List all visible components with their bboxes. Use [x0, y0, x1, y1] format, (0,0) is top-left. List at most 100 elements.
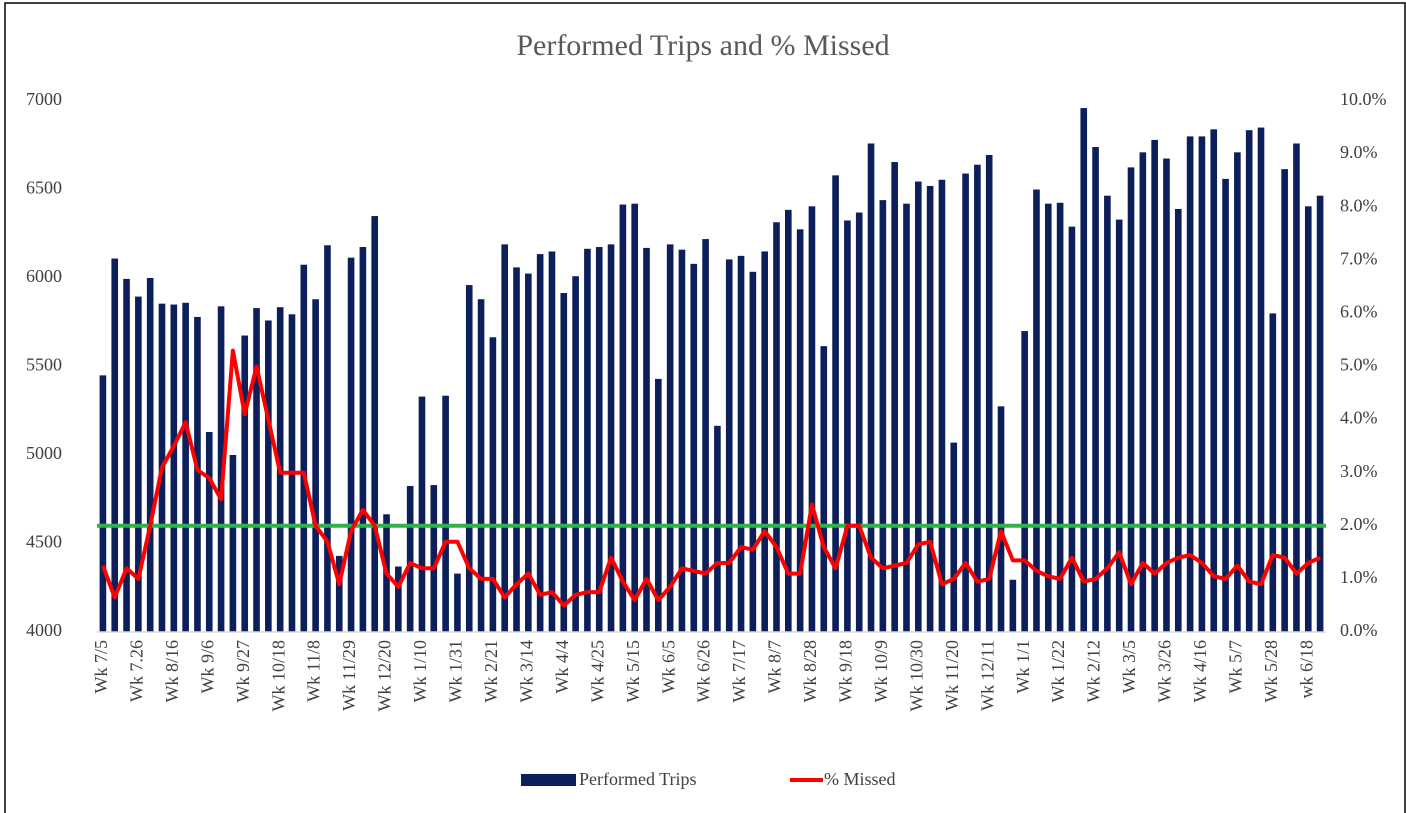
bar: [1245, 130, 1253, 632]
x-tick-label: Wk 10/30: [906, 640, 926, 712]
x-tick-label: Wk 1/10: [410, 640, 430, 703]
x-tick-label: Wk 6/26: [694, 640, 714, 703]
y2-tick-label: 5.0%: [1340, 355, 1378, 375]
line: [101, 348, 1321, 608]
x-tick-label: Wk 5/15: [623, 640, 643, 703]
bar: [335, 555, 343, 632]
x-tick-label: Wk 1/31: [446, 640, 466, 703]
y-tick-label: 4500: [26, 532, 62, 552]
bar: [950, 442, 958, 632]
bar: [525, 273, 532, 632]
x-tick-label: Wk 7.26: [126, 640, 146, 702]
x-tick-label: Wk 11/20: [942, 640, 962, 711]
x-tick-label: Wk 3/5: [1119, 640, 1139, 694]
bar: [891, 162, 898, 632]
bar: [229, 455, 237, 632]
y-tick-label: 6500: [26, 178, 62, 198]
bar: [1044, 203, 1052, 632]
bar: [111, 258, 119, 632]
bar: [1068, 226, 1076, 633]
x-tick-label: Wk 9/6: [197, 640, 217, 694]
bar: [253, 308, 260, 632]
bar: [773, 222, 780, 632]
bar: [371, 216, 379, 633]
y2-tick-label: 4.0%: [1340, 408, 1378, 428]
bar: [1234, 152, 1241, 632]
bar: [1198, 136, 1206, 632]
bar: [430, 485, 438, 632]
bar: [146, 278, 154, 632]
y-tick-label: 6000: [26, 266, 62, 286]
bar: [347, 257, 355, 632]
bar: [832, 175, 839, 632]
y2-tick-label: 1.0%: [1340, 567, 1378, 587]
bar: [123, 278, 130, 632]
x-tick-label: Wk 8/28: [800, 640, 820, 703]
x-tick-label: wk 6/18: [1296, 640, 1316, 699]
y2-tick-label: 3.0%: [1340, 461, 1378, 481]
x-tick-label: Wk 9/27: [233, 640, 253, 703]
chart-title: Performed Trips and % Missed: [516, 29, 889, 62]
bar: [1115, 219, 1123, 632]
bar: [99, 375, 107, 632]
x-tick-label: Wk 8/7: [765, 640, 785, 694]
bar: [761, 251, 768, 632]
y-tick-label: 5000: [26, 443, 62, 463]
bar: [1186, 136, 1194, 632]
bar: [1033, 189, 1040, 632]
bar: [465, 285, 473, 632]
bar: [903, 203, 910, 632]
bar: [749, 271, 757, 632]
bar: [844, 220, 851, 632]
bar: [1269, 313, 1277, 632]
bar: [655, 378, 662, 632]
x-tick-label: Wk 12/11: [977, 640, 997, 711]
bar: [725, 259, 733, 632]
x-tick-label: Wk 4/4: [552, 640, 572, 694]
bar: [926, 185, 934, 632]
x-tick-label: Wk 12/20: [375, 640, 395, 712]
bar: [690, 263, 698, 632]
x-tick-label: Wk 3/26: [1155, 640, 1175, 703]
x-tick-label: Wk 7/17: [729, 640, 749, 703]
bar: [548, 251, 556, 632]
bar: [1293, 143, 1300, 633]
bar: [1163, 158, 1170, 632]
y-tick-label: 7000: [26, 89, 62, 109]
bar: [489, 337, 497, 632]
bar: [406, 485, 414, 632]
y2-tick-label: 7.0%: [1340, 248, 1378, 268]
bar: [241, 335, 249, 632]
bar: [324, 245, 331, 632]
bar: [714, 425, 721, 632]
y-tick-label: 5500: [26, 355, 62, 375]
bar: [702, 239, 709, 632]
y2-tick-label: 0.0%: [1340, 620, 1378, 640]
legend-swatch: [521, 774, 576, 786]
bar: [1056, 202, 1064, 632]
bar: [607, 244, 615, 632]
bar: [962, 173, 969, 632]
y2-tick-label: 9.0%: [1340, 142, 1378, 162]
bar: [1080, 108, 1088, 632]
bar: [1021, 331, 1028, 632]
bar: [666, 244, 674, 632]
legend-label: Performed Trips: [579, 769, 697, 789]
bar: [820, 346, 828, 632]
bar: [182, 302, 189, 632]
x-tick-label: Wk 1/1: [1013, 640, 1033, 694]
bar: [1210, 129, 1218, 632]
bar: [265, 320, 272, 632]
x-tick-label: Wk 5/28: [1261, 640, 1281, 703]
bar: [997, 406, 1005, 632]
x-tick-label: Wk 3/14: [516, 640, 536, 703]
bar: [643, 247, 650, 632]
bar: [584, 248, 591, 633]
bar: [619, 204, 627, 633]
bar: [1304, 206, 1312, 632]
bar: [442, 395, 449, 632]
bar: [1009, 579, 1017, 632]
bar: [785, 209, 792, 633]
bar: [205, 431, 213, 632]
